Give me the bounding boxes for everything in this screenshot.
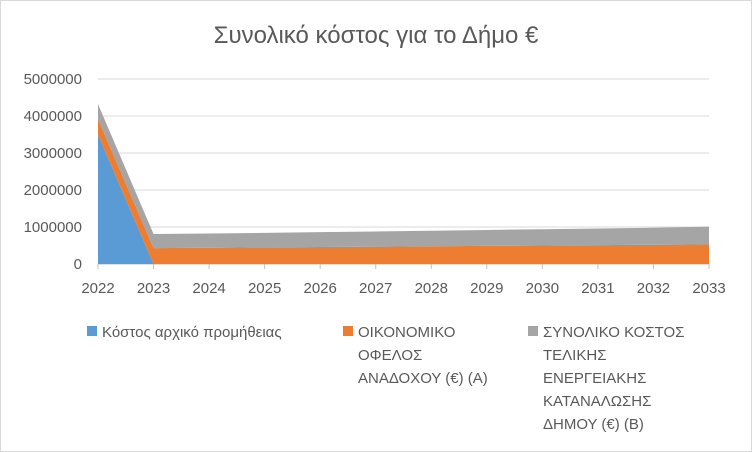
area-series <box>98 104 709 265</box>
x-tick-label: 2023 <box>137 280 170 297</box>
gridlines <box>97 78 710 269</box>
y-axis-ticks: 0 1000000 2000000 3000000 4000000 5000000 <box>24 71 82 273</box>
legend-label: Κόστος αρχικό προμήθειας <box>102 324 282 341</box>
x-tick-label: 2025 <box>248 280 281 297</box>
y-tick-label: 4000000 <box>24 108 82 125</box>
area-series-2 <box>98 104 709 249</box>
area-series-1 <box>98 118 709 265</box>
x-tick-label: 2032 <box>637 280 670 297</box>
legend-item-initial-cost: Κόστος αρχικό προμήθειας <box>87 321 327 344</box>
x-tick-label: 2022 <box>81 280 114 297</box>
legend-label: ΟΙΚΟΝΟΜΙΚΟ ΟΦΕΛΟΣ ΑΝΑΔΟΧΟΥ (€) (Α) <box>358 324 488 387</box>
legend-swatch <box>343 326 353 336</box>
x-tick-label: 2029 <box>470 280 503 297</box>
x-tick-label: 2024 <box>192 280 225 297</box>
legend-swatch <box>528 326 538 336</box>
x-tick-label: 2030 <box>526 280 559 297</box>
x-tick-label: 2026 <box>303 280 336 297</box>
y-tick-label: 2000000 <box>24 182 82 199</box>
x-tick-label: 2033 <box>692 280 725 297</box>
y-tick-label: 3000000 <box>24 145 82 162</box>
y-tick-label: 5000000 <box>24 71 82 88</box>
legend-item-total-energy-cost: ΣΥΝΟΛΙΚΟ ΚΟΣΤΟΣ ΤΕΛΙΚΗΣ ΕΝΕΡΓΕΙΑΚΗΣ ΚΑΤΑ… <box>528 321 693 436</box>
legend-label: ΣΥΝΟΛΙΚΟ ΚΟΣΤΟΣ ΤΕΛΙΚΗΣ ΕΝΕΡΓΕΙΑΚΗΣ ΚΑΤΑ… <box>543 324 685 433</box>
x-tick-label: 2028 <box>415 280 448 297</box>
chart-title: Συνολικό κόστος για το Δήμο € <box>213 22 539 49</box>
x-tick-label: 2027 <box>359 280 392 297</box>
y-tick-label: 0 <box>74 256 82 273</box>
x-axis-ticks: 2022 2023 2024 2025 2026 2027 2028 2029 2030 2031… <box>81 280 725 297</box>
x-tick-label: 2031 <box>581 280 614 297</box>
legend-swatch <box>87 326 97 336</box>
y-tick-label: 1000000 <box>24 219 82 236</box>
legend-item-contractor-benefit: ΟΙΚΟΝΟΜΙΚΟ ΟΦΕΛΟΣ ΑΝΑΔΟΧΟΥ (€) (Α) <box>343 321 508 390</box>
